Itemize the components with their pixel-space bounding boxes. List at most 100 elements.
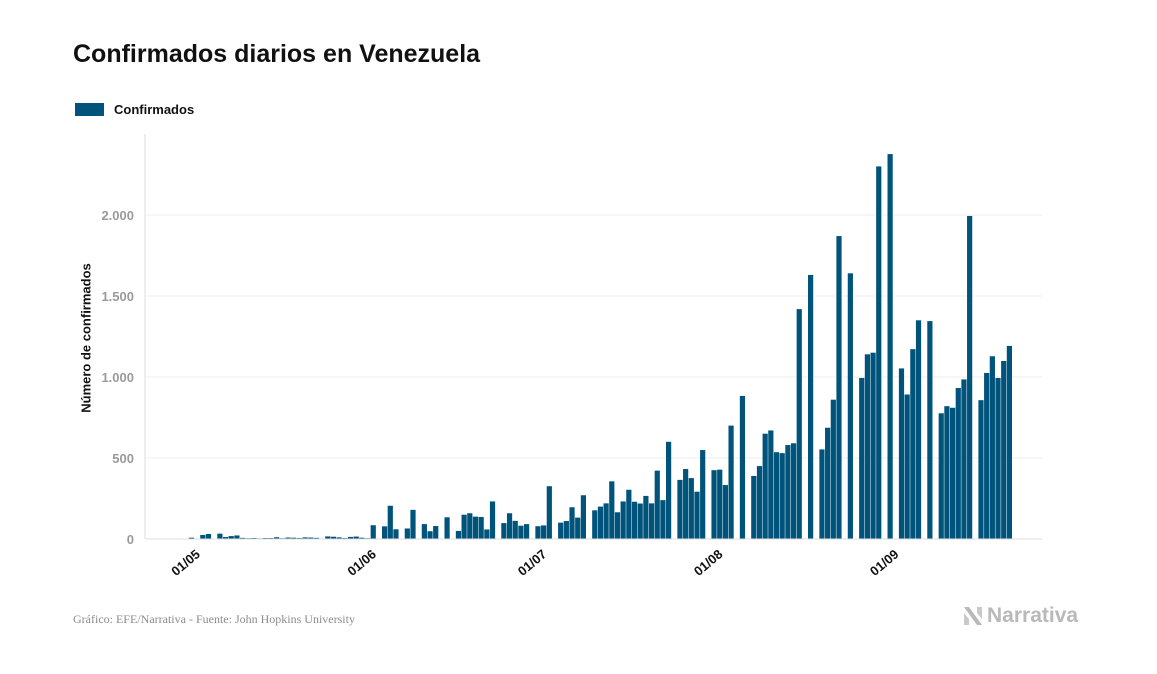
bar: [592, 510, 598, 539]
bar: [637, 503, 643, 539]
bar: [978, 400, 984, 539]
bar: [660, 500, 666, 539]
bar: [847, 273, 853, 539]
bar: [631, 501, 638, 539]
bar: [898, 368, 905, 539]
source-note: Gráfico: EFE/Narrativa - Fuente: John Ho…: [73, 612, 355, 626]
y-tick-label: 1.500: [101, 289, 134, 304]
bar: [808, 274, 814, 539]
bar: [302, 537, 308, 539]
bar: [904, 394, 910, 539]
bar: [506, 513, 513, 539]
legend-swatch: [75, 103, 104, 116]
bar: [722, 485, 728, 539]
legend-label: Confirmados: [114, 102, 195, 117]
bar: [989, 356, 995, 539]
bar: [217, 533, 223, 539]
bar: [666, 441, 672, 539]
bar: [489, 501, 496, 539]
bar: [472, 516, 479, 539]
bar: [961, 379, 967, 539]
bar: [433, 526, 439, 539]
bar: [739, 395, 746, 539]
bar: [393, 529, 399, 539]
bar: [694, 491, 700, 539]
bar: [654, 470, 660, 539]
bar: [330, 536, 337, 539]
bar: [995, 377, 1001, 539]
bar: [643, 495, 649, 539]
bar: [620, 501, 626, 539]
bar: [648, 503, 655, 539]
bar: [830, 399, 836, 539]
bar: [864, 354, 870, 539]
bar: [484, 529, 490, 539]
bar: [325, 536, 331, 539]
bar: [291, 537, 297, 539]
bar: [569, 507, 575, 539]
x-tick-label: 01/07: [515, 546, 550, 578]
bar: [825, 427, 831, 539]
bar: [915, 320, 922, 539]
bar: [859, 377, 865, 539]
bar: [950, 407, 956, 539]
bar: [427, 531, 433, 539]
bar: [444, 517, 450, 539]
bar: [768, 430, 774, 539]
bar: [683, 469, 689, 539]
bar: [762, 433, 768, 539]
bar: [677, 479, 683, 539]
x-tick-label: 01/08: [691, 546, 726, 578]
bar: [359, 537, 365, 539]
bar: [717, 469, 723, 539]
bar: [240, 537, 246, 539]
bar: [773, 452, 780, 539]
bar: [785, 445, 791, 539]
bar: [984, 372, 990, 539]
bar: [274, 537, 280, 539]
bar: [1006, 345, 1012, 539]
bar: [955, 388, 961, 539]
bar: [876, 166, 882, 539]
bar: [603, 503, 609, 539]
bar: [541, 525, 547, 539]
bar: [580, 495, 586, 539]
bar: [234, 535, 240, 539]
bar: [626, 489, 632, 539]
bar: [512, 520, 518, 539]
bar: [313, 537, 320, 539]
x-tick-label: 01/05: [168, 546, 203, 578]
bar: [336, 537, 342, 539]
bar: [222, 537, 229, 539]
bar: [910, 349, 916, 539]
chart-title: Confirmados diarios en Venezuela: [73, 40, 481, 68]
x-tick-label: 01/06: [344, 546, 379, 578]
bar: [688, 478, 694, 539]
x-tick-label: 01/09: [867, 546, 902, 578]
bar: [836, 236, 842, 539]
bar: [546, 486, 552, 539]
y-tick-label: 2.000: [101, 208, 134, 223]
bar: [228, 536, 234, 539]
bar: [887, 154, 893, 539]
y-tick-label: 1.000: [101, 370, 134, 385]
bar: [927, 321, 933, 539]
legend: Confirmados: [75, 102, 194, 117]
narrativa-logo-icon: [964, 607, 982, 625]
bar: [870, 352, 876, 539]
bar: [575, 517, 581, 539]
bar: [387, 505, 393, 539]
bar: [370, 525, 376, 539]
brand-logo: Narrativa: [962, 604, 1078, 628]
bar: [205, 533, 212, 539]
bar: [347, 536, 354, 539]
bar: [1001, 360, 1007, 539]
bar: [518, 525, 524, 539]
bar: [382, 526, 388, 539]
bar: [524, 524, 530, 539]
bar: [790, 443, 797, 539]
bar: [728, 425, 734, 539]
bar: [751, 475, 757, 539]
bar: [410, 509, 416, 539]
